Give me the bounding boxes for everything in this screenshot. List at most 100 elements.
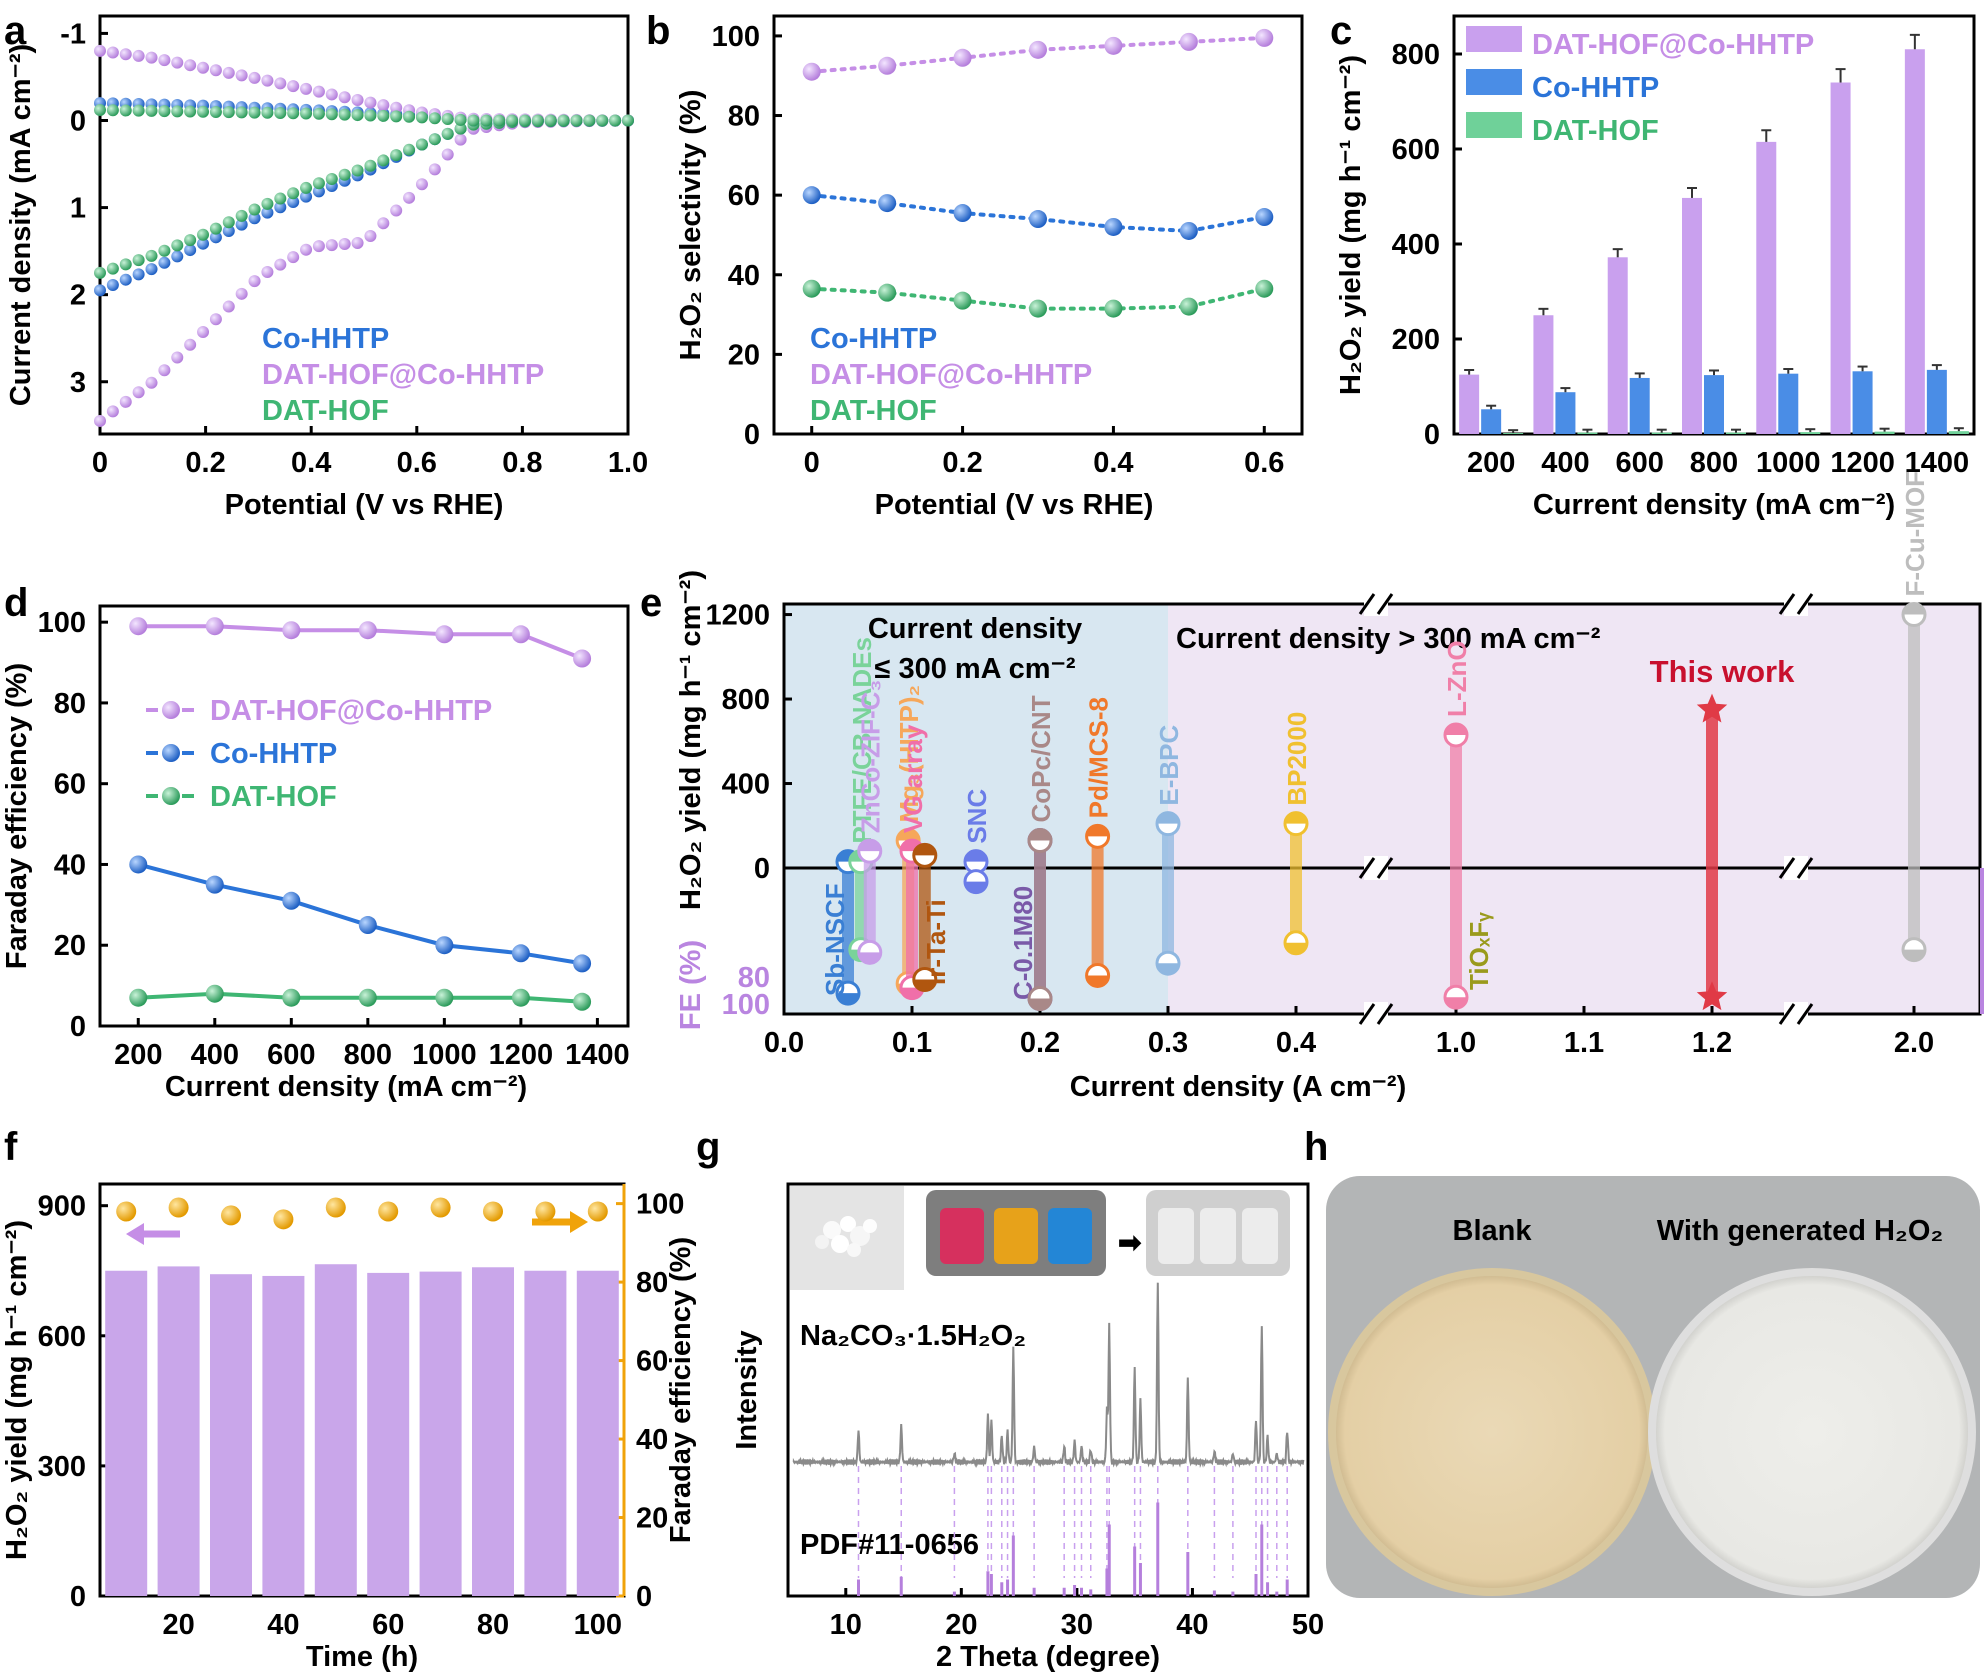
panel-e-marker-mg-hitp--yield-fill: [897, 829, 920, 841]
panel-a-point-dat-hof: [441, 127, 454, 140]
panel-g-reference-label: PDF#11-0656: [800, 1529, 979, 1561]
panel-f-fe-point: [116, 1201, 137, 1222]
panel-f-bar: [262, 1275, 305, 1596]
panel-a-point-dat-hof@co-hhtp-neg: [261, 74, 274, 87]
panel-a-point-dat-hof: [454, 122, 467, 135]
panel-a-point-dat-hof@co-hhtp: [287, 251, 300, 264]
panel-f-left-arrow-head: [126, 1223, 144, 1245]
panel-f-ylabel: H₂O₂ yield (mg h⁻¹ cm⁻²): [1, 1220, 33, 1560]
panel-a-point-co-hhtp: [235, 218, 248, 231]
panel-d-point-co-hhtp: [573, 954, 592, 973]
panel-c-xtick-label: 1200: [1830, 447, 1895, 479]
panel-d-ytick-label: 0: [70, 1011, 86, 1043]
panel-label-a: a: [4, 9, 27, 53]
panel-a-point-dat-hof: [248, 203, 261, 216]
panel-a-point-dat-hof@co-hhtp-neg: [158, 54, 171, 67]
panel-a-point-co-hhtp: [209, 231, 222, 244]
panel-e-marker-sb-nscf-fe-fill: [837, 993, 859, 1005]
panel-b-point-dat-hof: [1255, 279, 1274, 298]
panel-e-label-pd-mcs-8: Pd/MCS-8: [1084, 697, 1114, 818]
panel-e-xtick-label: 2.0: [1894, 1027, 1934, 1059]
panel-e-marker-copc-cnt-yield-fill: [1029, 829, 1051, 841]
panel-a-point-dat-hof-neg: [583, 114, 596, 127]
panel-c-bar-dat-hof: [1874, 431, 1895, 434]
panel-a-point-dat-hof@co-hhtp-neg: [235, 69, 248, 82]
panel-a-point-dat-hof@co-hhtp-neg: [364, 96, 377, 109]
panel-a-xlabel: Potential (V vs RHE): [225, 489, 504, 521]
panel-b-point-co-hhtp: [802, 186, 821, 205]
panel-a-point-dat-hof-neg: [325, 108, 338, 121]
panel-d: Current density (mA cm⁻²) Faraday effici…: [1, 604, 630, 1103]
panel-b-point-dat-hof: [878, 283, 897, 302]
panel-b-point-co-hhtp: [953, 204, 972, 223]
panel-a-point-dat-hof@co-hhtp: [325, 239, 338, 252]
panel-c-legend-swatch: [1466, 112, 1522, 138]
panel-f-bar: [157, 1266, 200, 1596]
panel-g-vial-clear-2: [1200, 1208, 1236, 1264]
panel-a-point-dat-hof-neg: [300, 107, 313, 120]
panel-a-point-dat-hof-neg: [493, 114, 506, 127]
panel-d-point-dat-hof@co-hhtp: [511, 625, 530, 644]
panel-f-fe-point: [325, 1197, 346, 1218]
panel-a-point-co-hhtp: [145, 263, 158, 276]
panel-a-point-dat-hof@co-hhtp-neg: [171, 56, 184, 69]
panel-d-point-dat-hof: [129, 988, 148, 1007]
panel-e-marker-ir-ta-ti-fe-fill: [913, 979, 936, 991]
panel-f-fe-point: [273, 1209, 294, 1230]
panel-h-blank-label: Blank: [1453, 1215, 1533, 1247]
panel-c-xtick-label: 600: [1616, 447, 1664, 479]
panel-a-point-dat-hof@co-hhtp-neg: [312, 85, 325, 98]
panel-d-point-dat-hof@co-hhtp: [282, 621, 301, 640]
panel-e-label-ir-ta-ti: Ir-Ta-Ti: [921, 899, 951, 985]
panel-a-point-dat-hof@co-hhtp: [364, 230, 377, 243]
panel-e-xtick-label: 1.2: [1692, 1027, 1732, 1059]
panel-d-point-co-hhtp: [511, 944, 530, 963]
panel-c-bar-dat-hof@co-hhtp: [1459, 374, 1480, 434]
panel-d-ylabel: Faraday efficiency (%): [1, 663, 33, 969]
panel-d-point-dat-hof@co-hhtp: [205, 617, 224, 636]
panel-d-point-dat-hof: [205, 984, 224, 1003]
panel-e-axis-break: [1778, 593, 1796, 615]
panel-c-bar-dat-hof@co-hhtp: [1756, 141, 1777, 434]
panel-b-point-co-hhtp: [878, 194, 897, 213]
panel-c-bar-dat-hof@co-hhtp: [1682, 197, 1702, 434]
panel-f-bar: [419, 1271, 462, 1596]
panel-d-point-dat-hof: [511, 988, 530, 1007]
panel-a-point-dat-hof-neg: [415, 111, 428, 124]
panel-f-fe-point: [587, 1201, 608, 1222]
panel-b-point-co-hhtp: [1179, 221, 1198, 240]
panel-e-ytick-label-fe: 100: [722, 989, 770, 1021]
panel-e-ytick-label-fe: 80: [738, 962, 770, 994]
panel-a-point-dat-hof: [300, 181, 313, 194]
panel-a-point-dat-hof: [222, 216, 235, 229]
panel-label-d: d: [4, 581, 28, 625]
panel-a-point-dat-hof@co-hhtp-neg: [106, 46, 119, 59]
panel-a-point-dat-hof: [209, 222, 222, 235]
panel-c-bar-co-hhtp: [1852, 371, 1873, 434]
panel-e-axis-break: [1358, 593, 1376, 615]
panel-a-point-dat-hof: [132, 254, 145, 267]
panel-a-point-dat-hof@co-hhtp-neg: [390, 101, 403, 114]
panel-a-point-dat-hof-neg: [158, 105, 171, 118]
panel-c-xtick-label: 400: [1541, 447, 1589, 479]
panel-b-ytick-label: 60: [728, 180, 760, 212]
panel-f-ytick2-label: 40: [636, 1424, 668, 1456]
panel-a-point-dat-hof-neg: [531, 114, 544, 127]
panel-e-ytick-label: 800: [722, 684, 770, 716]
panel-c-bar-co-hhtp: [1481, 409, 1502, 434]
panel-a-point-dat-hof: [390, 149, 403, 162]
panel-a-point-dat-hof-neg: [338, 108, 351, 121]
panel-a-point-dat-hof: [119, 258, 132, 271]
panel-d-frame: [98, 604, 630, 1028]
panel-f-fe-point: [168, 1197, 189, 1218]
panel-c-legend-swatch: [1466, 26, 1522, 52]
panel-f: Time (h) H₂O₂ yield (mg h⁻¹ cm⁻²) Farada…: [1, 1182, 697, 1673]
panel-f-bar: [524, 1270, 567, 1596]
panel-f-ytick2-label: 80: [636, 1267, 668, 1299]
panel-a-ytick-label: 0: [70, 106, 86, 138]
panel-a-point-dat-hof: [235, 209, 248, 222]
panel-a-point-dat-hof@co-hhtp-neg: [119, 48, 132, 61]
panel-b-legend-dat: DAT-HOF: [810, 395, 937, 427]
panel-e-xtick-label: 0.4: [1276, 1027, 1316, 1059]
